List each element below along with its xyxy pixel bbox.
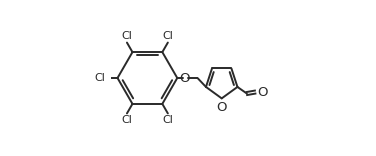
- Text: Cl: Cl: [121, 31, 132, 41]
- Text: O: O: [257, 86, 267, 99]
- Text: Cl: Cl: [162, 31, 173, 41]
- Text: Cl: Cl: [94, 73, 105, 83]
- Text: Cl: Cl: [121, 115, 132, 125]
- Text: O: O: [179, 71, 190, 85]
- Text: O: O: [217, 101, 227, 114]
- Text: Cl: Cl: [162, 115, 173, 125]
